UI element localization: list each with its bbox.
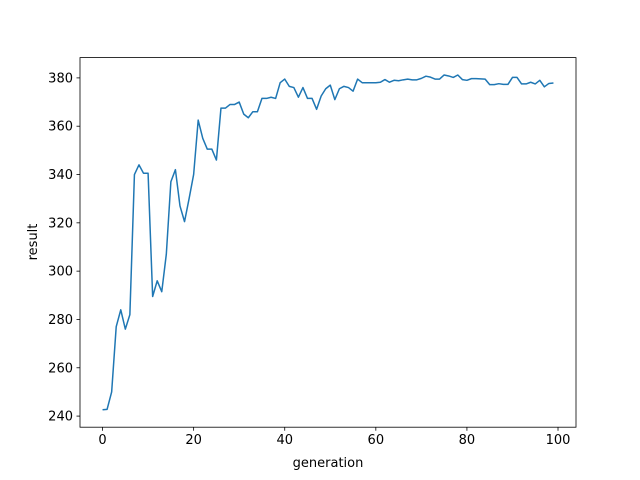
x-tick-label: 20 <box>185 433 202 448</box>
y-tick-label: 260 <box>48 361 73 376</box>
y-tick-label: 300 <box>48 265 73 280</box>
x-tick-label: 40 <box>276 433 293 448</box>
x-tick-label: 100 <box>546 433 571 448</box>
y-axis-label: result <box>26 224 41 261</box>
y-tick-label: 340 <box>48 168 73 183</box>
x-tick-label: 0 <box>98 433 106 448</box>
y-tick-label: 240 <box>48 410 73 425</box>
plot-frame <box>79 57 577 428</box>
x-axis-label: generation <box>293 456 364 471</box>
y-tick-label: 380 <box>48 71 73 86</box>
line-series <box>102 74 554 411</box>
x-tick-label: 60 <box>368 433 385 448</box>
y-tick-label: 280 <box>48 313 73 328</box>
y-tick-label: 320 <box>48 216 73 231</box>
x-tick-label: 80 <box>459 433 476 448</box>
y-tick-label: 360 <box>48 120 73 135</box>
